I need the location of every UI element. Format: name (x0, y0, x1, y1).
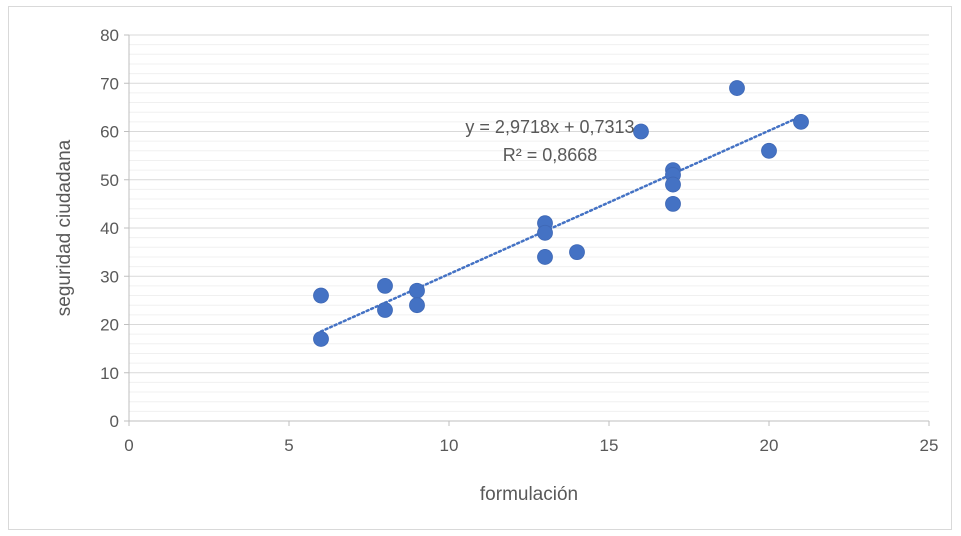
x-tick-label: 25 (920, 436, 939, 455)
x-tick-label: 0 (124, 436, 133, 455)
data-point (313, 331, 329, 347)
y-tick-label: 10 (100, 364, 119, 383)
axes (124, 34, 930, 426)
trendline-r-squared: R² = 0,8668 (503, 145, 598, 165)
y-tick-label: 0 (110, 412, 119, 431)
y-tick-label: 60 (100, 123, 119, 142)
data-point (537, 224, 553, 241)
y-tick-label: 30 (100, 267, 119, 286)
data-points (313, 80, 809, 347)
x-tick-label: 20 (760, 436, 779, 455)
data-point (793, 113, 809, 130)
y-tick-label: 70 (100, 74, 119, 93)
data-point (665, 195, 681, 212)
data-point (665, 176, 681, 193)
x-tick-labels: 0 5 10 15 20 25 (124, 436, 938, 455)
x-axis-title: formulación (480, 484, 578, 505)
data-point (409, 297, 425, 314)
x-tick-label: 10 (440, 436, 459, 455)
data-point (729, 80, 745, 96)
trendline (319, 115, 803, 333)
x-tick-label: 15 (600, 436, 619, 455)
data-point (377, 277, 393, 294)
y-tick-labels: 0 10 20 30 40 50 60 70 80 (100, 26, 119, 431)
gridlines (129, 34, 929, 422)
x-tick-label: 5 (284, 436, 293, 455)
y-tick-label: 40 (100, 219, 119, 238)
data-point (633, 123, 649, 140)
y-tick-label: 20 (100, 316, 119, 335)
data-point (761, 142, 777, 159)
data-point (377, 302, 393, 318)
data-point (569, 244, 585, 261)
y-tick-label: 50 (100, 171, 119, 190)
data-point (409, 282, 425, 299)
y-axis-title: seguridad ciudadana (54, 139, 75, 316)
data-point (537, 249, 553, 265)
data-point (313, 287, 329, 304)
y-tick-label: 80 (100, 26, 119, 45)
trendline-equation: y = 2,9718x + 0,7313 (465, 117, 634, 137)
